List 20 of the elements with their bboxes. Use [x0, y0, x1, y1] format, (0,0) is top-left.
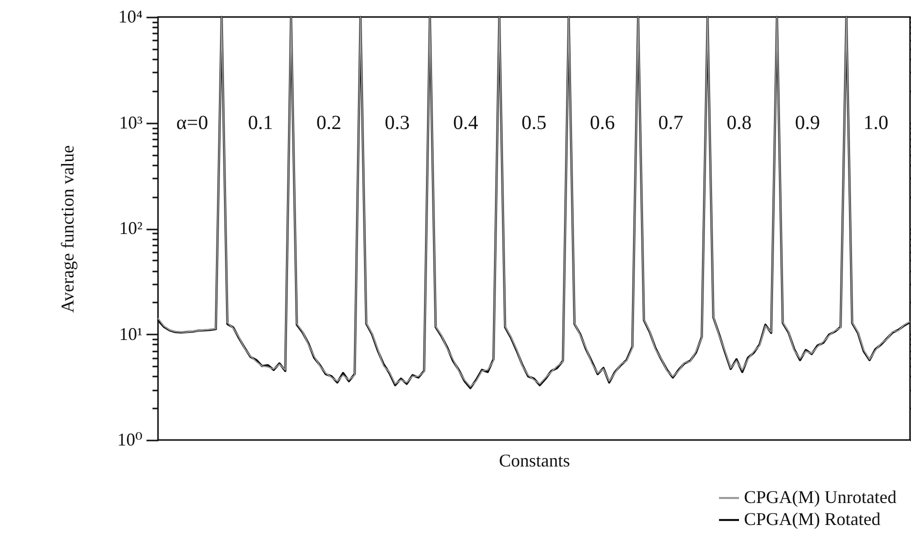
- x-axis-title: Constants: [498, 450, 570, 470]
- annotation: 0.8: [726, 112, 752, 134]
- annotation: 0.5: [522, 112, 546, 134]
- annotation: 0.7: [658, 112, 684, 134]
- legend-label: CPGA(M) Rotated: [744, 509, 880, 529]
- annotation: 0.1: [248, 112, 274, 134]
- y-tick-label: 10³: [119, 112, 144, 132]
- annotation: 0.9: [794, 112, 820, 134]
- y-tick-label: 10⁴: [118, 6, 142, 26]
- annotation: 1.0: [863, 112, 888, 134]
- annotation: α=0: [176, 112, 208, 134]
- annotation: 0.3: [384, 112, 410, 134]
- y-tick-label: 10⁰: [117, 430, 142, 450]
- y-axis-title: Average function value: [57, 145, 78, 313]
- y-tick-label: 10²: [119, 218, 142, 238]
- annotation: 0.4: [453, 112, 478, 134]
- annotation: 0.6: [590, 112, 615, 134]
- legend-label: CPGA(M) Unrotated: [744, 487, 896, 507]
- annotation: 0.2: [316, 112, 342, 134]
- y-tick-label: 10¹: [119, 324, 142, 344]
